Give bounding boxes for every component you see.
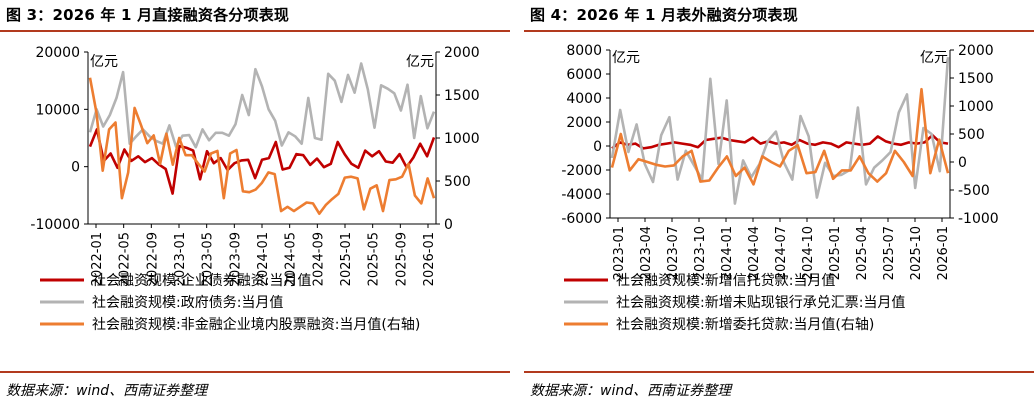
y-tick-label-right: 0 <box>958 155 967 171</box>
legend-label: 社会融资规模:新增委托贷款:当月值(右轴) <box>616 317 874 333</box>
y-tick-label-right: 500 <box>444 174 471 190</box>
y-tick-label-left: -4000 <box>561 187 602 203</box>
source-rule <box>0 371 510 373</box>
y-unit-right: 亿元 <box>406 54 434 70</box>
x-tick-label: 2023-07 <box>666 226 681 280</box>
y-tick-label-left: -10000 <box>30 217 80 233</box>
x-tick-label: 2026-01 <box>422 232 437 286</box>
legend-label: 社会融资规模:企业债券融资:当月值 <box>92 272 311 289</box>
y-tick-label-right: 0 <box>444 217 453 233</box>
y-tick-label-right: 1500 <box>958 71 994 87</box>
x-tick-label: 2026-01 <box>936 226 951 280</box>
y-tick-label-right: 1500 <box>444 88 480 104</box>
y-tick-label-left: 6000 <box>566 67 602 83</box>
x-tick-label: 2023-05 <box>201 232 216 286</box>
x-tick-label: 2025-07 <box>882 226 897 280</box>
series-line-3 <box>610 87 950 186</box>
x-tick-label: 2022-09 <box>145 232 160 286</box>
source-note: 数据来源：wind、西南证券整理 <box>6 383 208 399</box>
x-tick-label: 2024-04 <box>747 226 762 280</box>
y-tick-label-left: 8000 <box>566 43 602 59</box>
x-tick-label: 2025-05 <box>367 232 382 286</box>
chart-title: 图 3：2026 年 1 月直接融资各分项表现 <box>6 6 290 24</box>
y-tick-label-left: -2000 <box>561 163 602 179</box>
line-chart-direct-financing: 20000 10000 0 -10000 2000 1500 1000 500 0 亿元 亿元 202… <box>30 45 480 333</box>
y-tick-label-right: -1000 <box>958 211 999 227</box>
x-tick-label: 2023-04 <box>639 226 654 280</box>
y-unit-right: 亿元 <box>920 50 948 66</box>
legend-label: 社会融资规模:新增未贴现银行承兑汇票:当月值 <box>616 295 905 311</box>
y-tick-label-right: 1000 <box>958 99 994 115</box>
y-tick-label-left: 0 <box>593 139 602 155</box>
y-tick-label-right: 2000 <box>958 43 994 59</box>
x-tick-label: 2025-09 <box>394 232 409 286</box>
x-tick-label: 2024-09 <box>311 232 326 286</box>
series-line-1 <box>88 128 436 195</box>
x-tick-label: 2024-01 <box>256 232 271 286</box>
series-line-3 <box>88 77 436 215</box>
x-tick-label: 2024-10 <box>801 226 816 280</box>
source-note: 数据来源：wind、西南证券整理 <box>530 383 732 399</box>
x-tick-label: 2025-10 <box>909 226 924 280</box>
x-tick-label: 2025-01 <box>339 232 354 286</box>
legend-label: 社会融资规模:非金融企业境内股票融资:当月值(右轴) <box>92 316 420 333</box>
line-chart-offbalance-financing: 8000 6000 4000 2000 0 -2000 -4000 -6000 2000 1500… <box>561 43 999 333</box>
x-tick-label: 2023-01 <box>173 232 188 286</box>
x-tick-label: 2022-05 <box>118 232 133 286</box>
y-unit-left: 亿元 <box>612 50 640 66</box>
series-line-2 <box>610 57 950 205</box>
title-rule <box>0 30 510 32</box>
x-tick-label: 2023-01 <box>612 226 627 280</box>
x-tick-label: 2023-10 <box>693 226 708 280</box>
x-tick-label: 2022-01 <box>90 232 105 286</box>
chart-panel-offbalance-financing: 图 4：2026 年 1 月表外融资分项表现 8000 6000 4000 2000 0… <box>524 0 1034 405</box>
y-tick-label-right: -500 <box>958 183 990 199</box>
x-tick-label: 2024-05 <box>284 232 299 286</box>
legend-label: 社会融资规模:政府债务:当月值 <box>92 295 283 311</box>
y-tick-label-right: 2000 <box>444 45 480 61</box>
y-tick-label-left: 2000 <box>566 115 602 131</box>
x-tick-label: 2025-01 <box>828 226 843 280</box>
chart-panel-direct-financing: 图 3：2026 年 1 月直接融资各分项表现 20000 10000 0 -1000… <box>0 0 510 405</box>
x-tick-label: 2023-09 <box>228 232 243 286</box>
x-tick-label: 2025-04 <box>855 226 870 280</box>
legend-label: 社会融资规模:新增信托贷款:当月值 <box>616 273 835 289</box>
x-tick-label: 2024-01 <box>720 226 735 280</box>
y-tick-label-right: 500 <box>958 127 985 143</box>
source-rule <box>524 371 1034 373</box>
y-tick-label-right: 1000 <box>444 131 480 147</box>
x-tick-label: 2024-07 <box>774 226 789 280</box>
y-tick-label-left: 4000 <box>566 91 602 107</box>
y-tick-label-left: 20000 <box>35 45 80 61</box>
y-tick-label-left: -6000 <box>561 211 602 227</box>
y-unit-left: 亿元 <box>90 54 118 70</box>
y-tick-label-left: 0 <box>71 160 80 176</box>
chart-title: 图 4：2026 年 1 月表外融资分项表现 <box>530 6 798 24</box>
title-rule <box>524 30 1034 32</box>
series-line-2 <box>88 62 436 149</box>
y-tick-label-left: 10000 <box>35 102 80 118</box>
